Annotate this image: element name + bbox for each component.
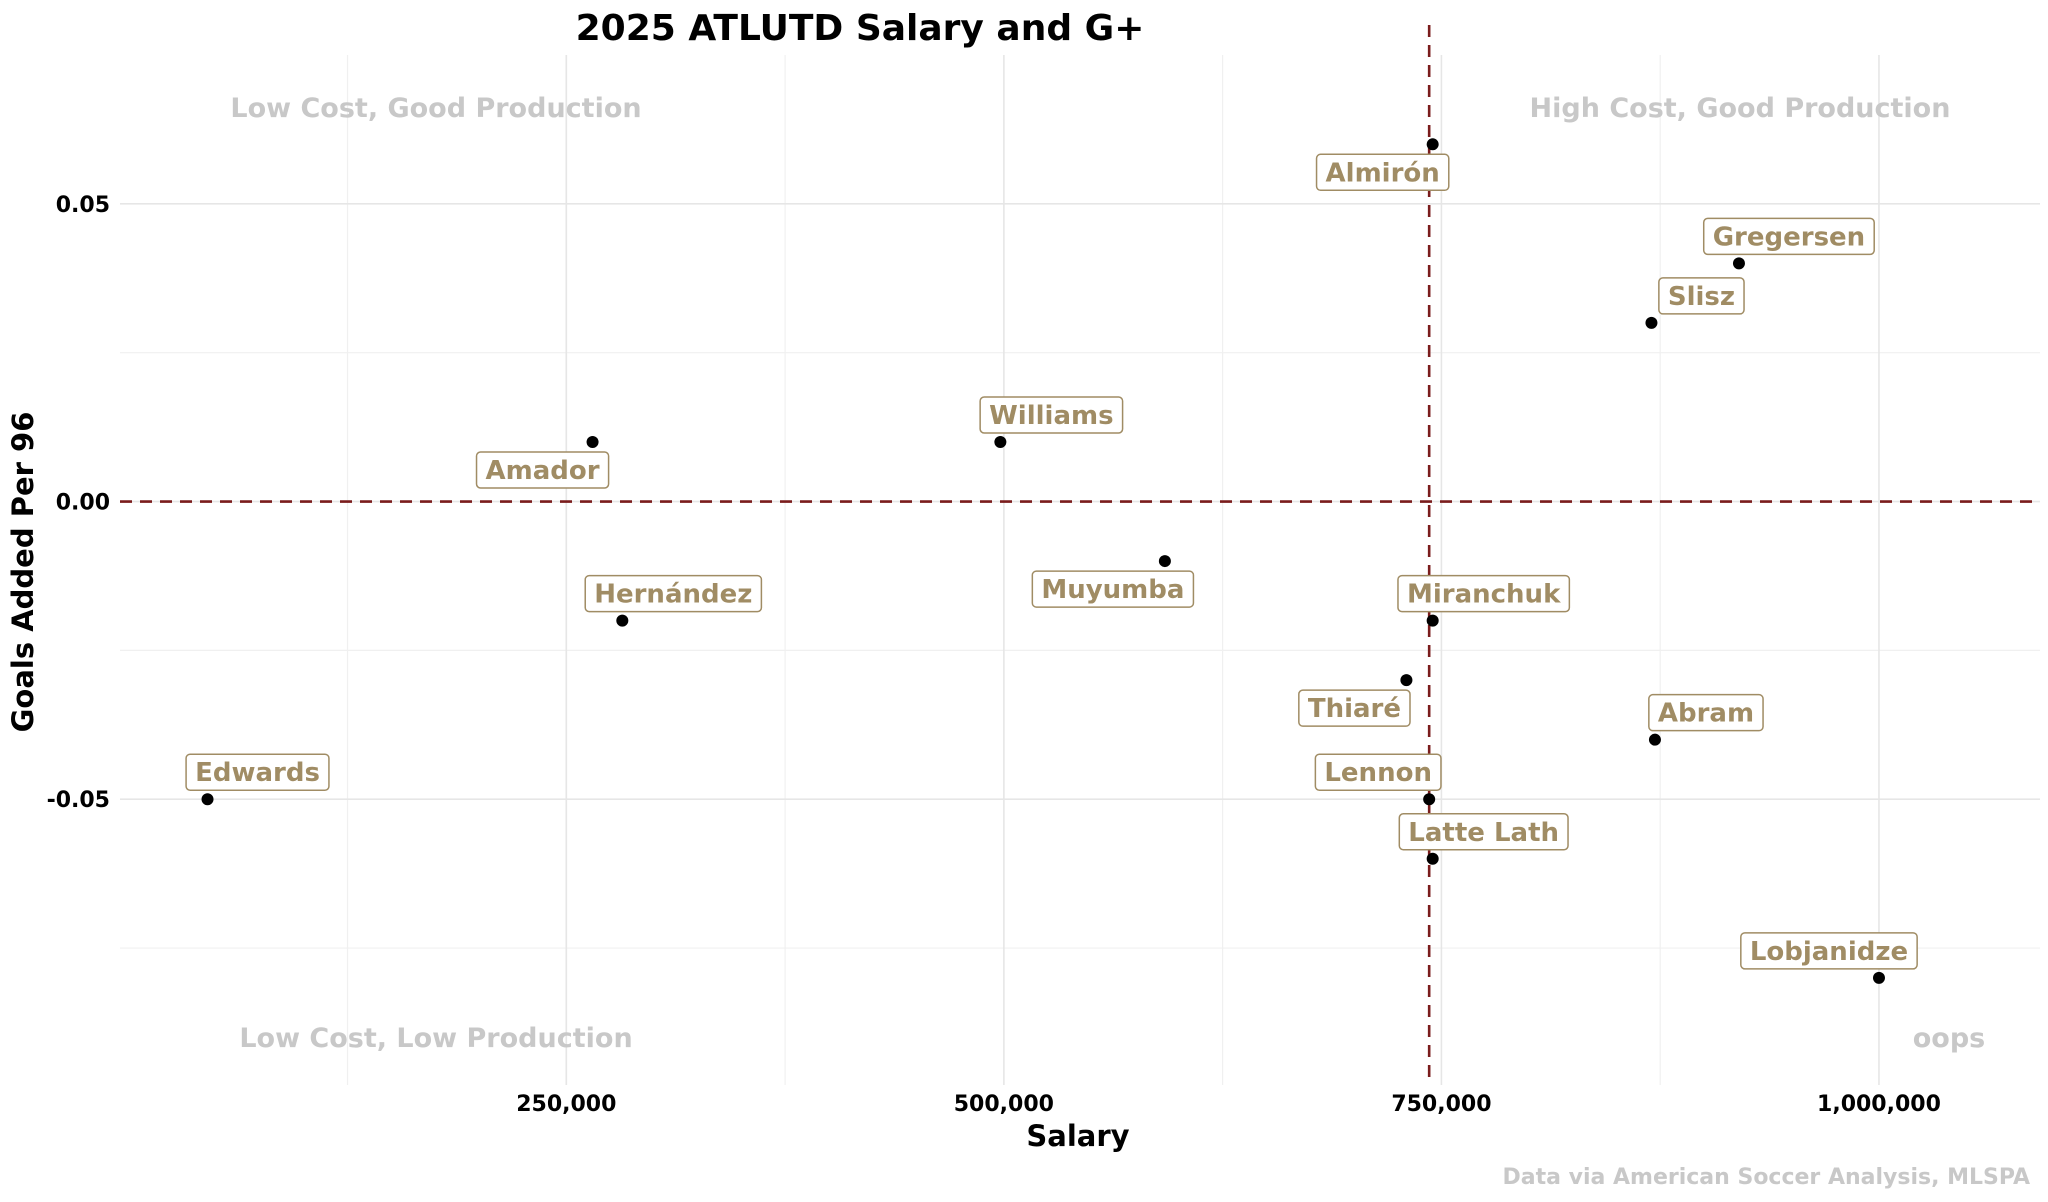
point-label: Almirón — [1315, 153, 1450, 192]
y-tick-label: 0.05 — [56, 193, 110, 218]
point-label-text: Hernández — [594, 580, 752, 610]
point-labels: Almirón Gregersen Slisz Williams Amador Muyum… — [185, 153, 1918, 970]
data-point — [1426, 852, 1439, 865]
point-label: Muyumba — [1031, 570, 1195, 608]
point-label-box — [979, 396, 1124, 434]
quadrant-label-top-left: Low Cost, Good Production — [230, 93, 641, 124]
point-label-text: Gregersen — [1713, 222, 1865, 252]
y-axis-ticks: -0.05 0.00 0.05 — [47, 193, 110, 813]
x-tick-label: 500,000 — [954, 1092, 1054, 1117]
point-label-box — [1298, 689, 1411, 727]
point-label-text: Miranchuk — [1407, 580, 1561, 610]
data-point — [201, 793, 214, 806]
point-label-box — [1314, 753, 1442, 791]
data-point — [1158, 555, 1171, 568]
point-label: Miranchuk — [1397, 574, 1571, 613]
data-points — [201, 138, 1885, 984]
point-label-box — [1031, 570, 1195, 608]
point-label-box — [1658, 277, 1745, 315]
quadrant-label-top-right: High Cost, Good Production — [1530, 93, 1951, 124]
point-label-box — [1648, 693, 1764, 732]
y-axis-title: Goals Added Per 96 — [6, 412, 40, 733]
point-label: Thiaré — [1298, 689, 1411, 727]
point-label: Gregersen — [1702, 217, 1875, 256]
point-label: Lennon — [1314, 753, 1442, 791]
data-point — [994, 435, 1007, 448]
point-label: Abram — [1648, 693, 1764, 732]
quadrant-labels: Low Cost, Good Production High Cost, Goo… — [230, 93, 1985, 1054]
data-point — [1732, 257, 1745, 270]
point-label-text: Lobjanidze — [1750, 937, 1908, 967]
data-point — [1423, 793, 1436, 806]
point-label-text: Abram — [1658, 699, 1754, 729]
caption: Data via American Soccer Analysis, MLSPA — [1502, 1165, 2030, 1190]
point-label: Slisz — [1658, 277, 1745, 315]
chart-title: 2025 ATLUTD Salary and G+ — [576, 8, 1145, 49]
point-label-text: Almirón — [1326, 158, 1440, 188]
point-label-text: Williams — [989, 401, 1113, 431]
point-label-text: Latte Lath — [1408, 818, 1559, 848]
minor-grid — [120, 55, 2040, 1085]
data-point — [1645, 316, 1658, 329]
point-label-box — [1315, 153, 1450, 192]
x-tick-label: 1,000,000 — [1817, 1092, 1941, 1117]
x-axis-ticks: 250,000 500,000 750,000 1,000,000 — [516, 1092, 1941, 1117]
point-label-box — [1397, 574, 1571, 613]
point-label-text: Amador — [486, 456, 600, 486]
point-label: Hernández — [584, 574, 763, 613]
point-label: Lobjanidze — [1740, 932, 1918, 970]
reference-lines — [120, 25, 2040, 1085]
major-grid — [120, 55, 2040, 1085]
data-point — [1426, 138, 1439, 151]
quadrant-label-bottom-left: Low Cost, Low Production — [239, 1023, 632, 1054]
data-point — [586, 435, 599, 448]
point-label: Williams — [979, 396, 1124, 434]
point-label-box — [584, 574, 763, 613]
point-label: Edwards — [185, 753, 330, 791]
x-tick-label: 250,000 — [516, 1092, 616, 1117]
data-point — [616, 614, 629, 627]
point-label-box — [475, 451, 610, 489]
point-label-box — [1702, 217, 1875, 256]
data-point — [1426, 614, 1439, 627]
x-axis-title: Salary — [1026, 1119, 1129, 1153]
point-label-box — [1398, 813, 1569, 851]
data-point — [1872, 971, 1885, 984]
quadrant-label-bottom-right: oops — [1913, 1023, 1986, 1054]
y-tick-label: 0.00 — [56, 491, 110, 516]
point-label-text: Muyumba — [1041, 575, 1184, 605]
point-label: Latte Lath — [1398, 813, 1569, 851]
point-label-text: Lennon — [1324, 758, 1432, 788]
point-label-box — [185, 753, 330, 791]
y-tick-label: -0.05 — [47, 788, 110, 813]
point-label-box — [1740, 932, 1918, 970]
data-point — [1648, 733, 1661, 746]
x-tick-label: 750,000 — [1391, 1092, 1491, 1117]
point-label-text: Thiaré — [1308, 694, 1401, 724]
point-label-text: Slisz — [1668, 282, 1735, 312]
data-point — [1400, 674, 1413, 687]
point-label: Amador — [475, 451, 610, 489]
point-label-text: Edwards — [195, 758, 320, 788]
